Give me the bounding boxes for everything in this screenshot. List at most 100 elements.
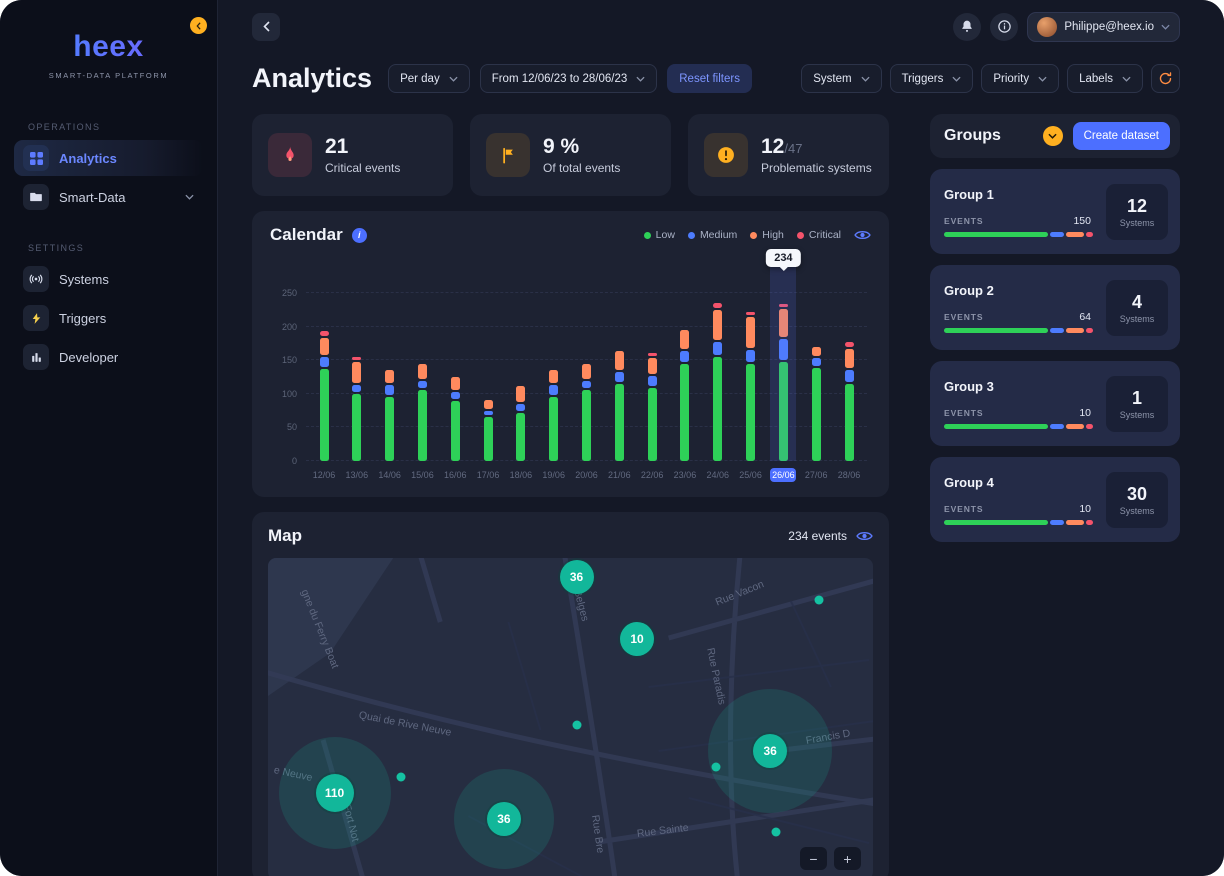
create-dataset-button[interactable]: Create dataset	[1072, 122, 1170, 150]
calendar-bar[interactable]	[574, 261, 600, 461]
calendar-bar[interactable]: 234	[766, 249, 801, 461]
nav-section-settings: SETTINGS	[28, 243, 85, 253]
group-systems-label: Systems	[1119, 505, 1155, 516]
calendar-bar[interactable]	[409, 261, 435, 461]
bar-stack	[483, 399, 493, 461]
legend-dot-high	[750, 231, 758, 239]
system-filter[interactable]: System	[801, 64, 882, 93]
group-systems-box: 1 Systems	[1106, 375, 1168, 432]
bar-segment-high	[811, 347, 821, 357]
info-icon[interactable]: i	[351, 227, 367, 243]
calendar-bar[interactable]	[606, 261, 632, 461]
bar-segment-high	[680, 329, 690, 350]
stat-card-problematic-systems[interactable]: 12/47 Problematic systems	[688, 114, 889, 196]
lightning-icon	[23, 305, 49, 331]
stat-value: 9 %	[543, 134, 580, 158]
map-cluster-bubble[interactable]: 10	[620, 621, 655, 656]
notifications-button[interactable]	[953, 12, 982, 41]
legend-dot-medium	[687, 231, 695, 239]
columns-icon	[23, 344, 49, 370]
calendar-bar[interactable]	[442, 261, 468, 461]
bar-segment-medium	[450, 391, 460, 400]
map-cluster-bubble[interactable]: 110	[315, 774, 354, 813]
calendar-bar[interactable]	[344, 261, 370, 461]
eye-icon[interactable]	[854, 229, 871, 241]
calendar-bar[interactable]	[508, 261, 534, 461]
triggers-filter[interactable]: Triggers	[889, 64, 974, 93]
back-button[interactable]	[252, 12, 280, 41]
legend-item-critical[interactable]: Critical	[796, 229, 841, 241]
x-axis-label: 15/06	[411, 470, 434, 480]
date-range-select[interactable]: From 12/06/23 to 28/06/23	[479, 64, 658, 93]
bar-segment-medium	[582, 381, 591, 389]
legend-label: Critical	[808, 229, 841, 241]
refresh-button[interactable]	[1151, 64, 1180, 93]
eye-icon[interactable]	[856, 530, 873, 542]
gridline	[306, 359, 867, 361]
zoom-out-button[interactable]: −	[800, 847, 827, 870]
map-dot[interactable]	[771, 827, 781, 837]
stat-card-total-events[interactable]: 9 % Of total events	[470, 114, 671, 196]
group-systems-label: Systems	[1119, 313, 1155, 324]
sidebar-item-triggers[interactable]: Triggers	[14, 300, 203, 336]
gridline	[306, 325, 867, 327]
groups-expand-button[interactable]	[1042, 126, 1063, 146]
legend-item-high[interactable]: High	[750, 229, 784, 241]
calendar-bar[interactable]	[475, 261, 501, 461]
calendar-bar[interactable]	[311, 261, 337, 461]
bar-segment-medium	[417, 381, 427, 389]
reset-filters-button[interactable]: Reset filters	[667, 64, 752, 93]
legend-item-low[interactable]: Low	[643, 229, 675, 241]
legend-item-medium[interactable]: Medium	[687, 229, 737, 241]
calendar-header: Calendar i Low Medium High Critical	[270, 225, 871, 245]
bar-segment-low	[319, 368, 329, 461]
group-card[interactable]: Group 2 EVENTS 64 4 Systems	[930, 265, 1180, 350]
map-dot[interactable]	[711, 762, 721, 772]
priority-filter[interactable]: Priority	[981, 64, 1060, 93]
labels-filter[interactable]: Labels	[1067, 64, 1143, 93]
calendar-bar[interactable]	[803, 261, 829, 461]
calendar-bar[interactable]	[705, 261, 731, 461]
stat-card-critical-events[interactable]: 21 Critical events	[252, 114, 453, 196]
sidebar-item-analytics[interactable]: Analytics	[14, 140, 203, 176]
zoom-in-button[interactable]: +	[834, 847, 861, 870]
map-cluster-bubble[interactable]: 36	[753, 734, 788, 769]
group-card[interactable]: Group 4 EVENTS 10 30 Systems	[930, 457, 1180, 542]
calendar-bar[interactable]	[738, 261, 764, 461]
legend-label: Low	[655, 229, 675, 241]
y-axis-label: 150	[281, 355, 297, 366]
group-card[interactable]: Group 1 EVENTS 150 12 Systems	[930, 169, 1180, 254]
bar-segment-medium	[844, 370, 854, 382]
sidebar-item-smart-data[interactable]: Smart-Data	[14, 179, 203, 215]
bar-segment-low	[746, 363, 756, 461]
info-button[interactable]	[990, 12, 1019, 41]
bar-segment-low	[811, 367, 821, 461]
calendar-bar[interactable]	[541, 261, 567, 461]
calendar-bar[interactable]	[836, 261, 862, 461]
group-events-value: 10	[1079, 406, 1091, 419]
group-card[interactable]: Group 3 EVENTS 10 1 Systems	[930, 361, 1180, 446]
sidebar-collapse-button[interactable]	[190, 17, 207, 34]
period-select[interactable]: Per day	[388, 64, 470, 93]
map-canvas[interactable]: − + gne du Ferry Boat Belges Rue Vacon Rue …	[268, 558, 873, 876]
bar-stack	[811, 347, 821, 461]
sidebar-item-developer[interactable]: Developer	[14, 339, 203, 375]
user-menu[interactable]: Philippe@heex.io	[1027, 11, 1180, 42]
map-dot[interactable]	[814, 595, 824, 605]
map-dot[interactable]	[572, 720, 582, 730]
x-axis-label: 19/06	[542, 470, 565, 480]
map-cluster-bubble[interactable]: 36	[486, 801, 521, 836]
map-dot[interactable]	[396, 772, 406, 782]
legend-dot-critical	[796, 231, 804, 239]
map-cluster-bubble[interactable]: 36	[559, 560, 594, 595]
groups-title: Groups	[944, 127, 1001, 144]
sidebar-item-systems[interactable]: Systems	[14, 261, 203, 297]
calendar-bar[interactable]	[639, 261, 665, 461]
bar-segment-medium	[614, 371, 624, 382]
gridline	[306, 292, 867, 293]
group-events-row: EVENTS 150	[944, 215, 1093, 227]
bar-stack	[319, 331, 329, 461]
calendar-bar[interactable]	[377, 261, 403, 461]
calendar-title: Calendar	[270, 225, 343, 244]
calendar-bar[interactable]	[672, 261, 698, 461]
